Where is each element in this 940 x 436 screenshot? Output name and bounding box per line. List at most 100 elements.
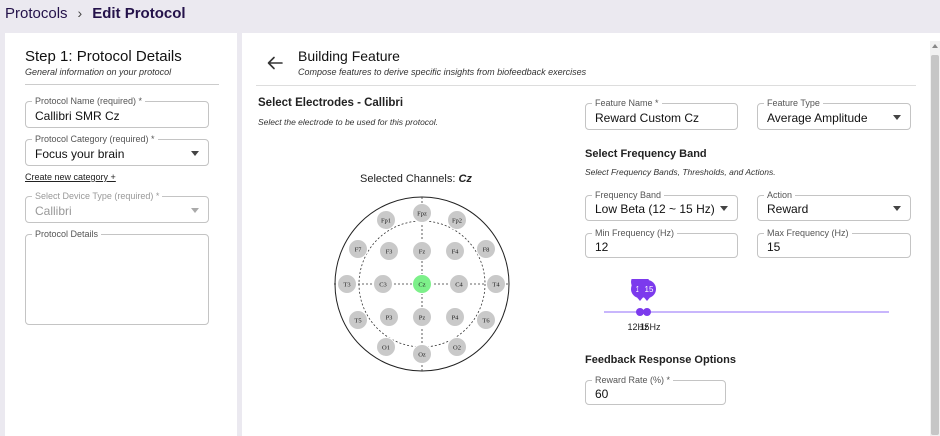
electrode-fp1[interactable]: Fp1 (376, 210, 396, 230)
reward-rate-value: 60 (595, 387, 609, 401)
electrode-f3[interactable]: F3 (379, 241, 399, 261)
electrode-f7[interactable]: F7 (348, 239, 368, 259)
electrode-node[interactable] (337, 274, 357, 294)
electrode-node[interactable] (412, 307, 432, 327)
electrode-label: Cz (418, 282, 425, 289)
min-frequency-field[interactable]: Min Frequency (Hz) 12 (585, 228, 738, 258)
feature-name-label: Feature Name * (592, 98, 662, 108)
electrode-node[interactable] (379, 241, 399, 261)
electrode-node[interactable] (476, 239, 496, 259)
electrode-label: P3 (386, 315, 393, 322)
chevron-down-icon (191, 151, 199, 156)
protocol-name-field[interactable]: Protocol Name (required) * Callibri SMR … (25, 96, 209, 128)
electrode-c3[interactable]: C3 (373, 274, 393, 294)
max-frequency-label: Max Frequency (Hz) (764, 228, 852, 238)
frequency-band-value: Low Beta (12 ~ 15 Hz) (595, 202, 715, 216)
electrode-fp2[interactable]: Fp2 (447, 210, 467, 230)
slider-high-thumb[interactable] (643, 308, 651, 316)
electrode-label: Fp1 (381, 218, 391, 225)
divider (25, 84, 219, 85)
electrode-node[interactable] (447, 337, 467, 357)
slider-high-bubble-text: 15 (645, 285, 654, 294)
electrode-node[interactable] (476, 310, 496, 330)
electrode-f4[interactable]: F4 (445, 241, 465, 261)
electrode-t4[interactable]: T4 (486, 274, 506, 294)
chevron-down-icon (893, 115, 901, 120)
feature-type-label: Feature Type (764, 98, 823, 108)
feature-type-select[interactable]: Feature Type Average Amplitude (757, 98, 911, 130)
electrode-node[interactable] (379, 307, 399, 327)
electrode-t6[interactable]: T6 (476, 310, 496, 330)
protocol-category-select[interactable]: Protocol Category (required) * Focus you… (25, 134, 209, 166)
electrode-node[interactable] (445, 307, 465, 327)
electrode-node[interactable] (348, 239, 368, 259)
electrode-cz[interactable]: Cz (412, 274, 432, 294)
electrode-node[interactable] (373, 274, 393, 294)
electrodes-subtitle: Select the electrode to be used for this… (258, 117, 439, 127)
electrode-o2[interactable]: O2 (447, 337, 467, 357)
create-category-link[interactable]: Create new category + (25, 172, 116, 182)
feature-type-value: Average Amplitude (767, 111, 868, 125)
protocol-details-textarea[interactable]: Protocol Details (25, 229, 209, 325)
chevron-down-icon (893, 206, 901, 211)
electrode-p4[interactable]: P4 (445, 307, 465, 327)
electrode-pz[interactable]: Pz (412, 307, 432, 327)
arrow-left-icon[interactable] (266, 54, 284, 72)
electrode-label: Fz (419, 249, 426, 256)
electrode-label: O1 (382, 345, 390, 352)
action-select[interactable]: Action Reward (757, 190, 911, 221)
device-type-select[interactable]: Select Device Type (required) * Callibri (25, 191, 209, 223)
selected-channels-value: Cz (458, 173, 472, 185)
electrode-node[interactable] (376, 337, 396, 357)
electrode-node[interactable] (348, 310, 368, 330)
feature-subtitle: Compose features to derive specific insi… (298, 67, 587, 77)
electrode-node[interactable] (449, 274, 469, 294)
slider-high-label: 15Hz (639, 322, 661, 332)
electrode-label: C4 (455, 282, 463, 289)
breadcrumb-current: Edit Protocol (92, 4, 186, 22)
protocol-details-panel: Step 1: Protocol Details General informa… (5, 33, 237, 436)
reward-rate-label: Reward Rate (%) * (592, 375, 674, 385)
scrollbar[interactable] (930, 41, 940, 436)
frequency-band-label: Frequency Band (592, 190, 665, 200)
electrode-node[interactable] (412, 344, 432, 364)
min-frequency-value: 12 (595, 240, 609, 254)
electrodes-title: Select Electrodes - Callibri (258, 97, 404, 109)
electrode-f8[interactable]: F8 (476, 239, 496, 259)
electrode-node[interactable] (486, 274, 506, 294)
protocol-details-label: Protocol Details (32, 229, 102, 239)
electrode-node[interactable] (376, 210, 396, 230)
feature-name-field[interactable]: Feature Name * Reward Custom Cz (585, 98, 738, 130)
electrode-label: O2 (453, 345, 461, 352)
breadcrumb-protocols-link[interactable]: Protocols (5, 4, 68, 22)
protocol-category-value: Focus your brain (35, 147, 125, 161)
electrode-oz[interactable]: Oz (412, 344, 432, 364)
frequency-subtitle: Select Frequency Bands, Thresholds, and … (585, 167, 776, 177)
electrode-c4[interactable]: C4 (449, 274, 469, 294)
chevron-down-icon (720, 206, 728, 211)
electrode-t5[interactable]: T5 (348, 310, 368, 330)
scroll-up-arrow-icon[interactable] (932, 44, 938, 48)
step-title: Step 1: Protocol Details (25, 48, 182, 65)
slider-low-thumb[interactable] (636, 308, 644, 316)
electrode-node[interactable] (412, 203, 432, 223)
frequency-range-slider[interactable]: 12 15 12Hz 15Hz (604, 279, 894, 339)
electrode-fz[interactable]: Fz (412, 241, 432, 261)
electrode-o1[interactable]: O1 (376, 337, 396, 357)
electrode-node[interactable] (412, 274, 432, 294)
slider-high-bubble: 15 (638, 280, 656, 301)
max-frequency-field[interactable]: Max Frequency (Hz) 15 (757, 228, 911, 258)
electrode-label: Fpz (417, 211, 427, 218)
frequency-band-select[interactable]: Frequency Band Low Beta (12 ~ 15 Hz) (585, 190, 738, 221)
electrode-node[interactable] (412, 241, 432, 261)
electrode-fpz[interactable]: Fpz (412, 203, 432, 223)
reward-rate-field[interactable]: Reward Rate (%) * 60 (585, 375, 726, 405)
scrollbar-thumb[interactable] (931, 55, 939, 435)
electrode-node[interactable] (445, 241, 465, 261)
electrode-t3[interactable]: T3 (337, 274, 357, 294)
electrode-p3[interactable]: P3 (379, 307, 399, 327)
electrode-label: F7 (355, 247, 363, 254)
electrode-label: C3 (379, 282, 387, 289)
step-subtitle: General information on your protocol (25, 67, 172, 77)
electrode-node[interactable] (447, 210, 467, 230)
